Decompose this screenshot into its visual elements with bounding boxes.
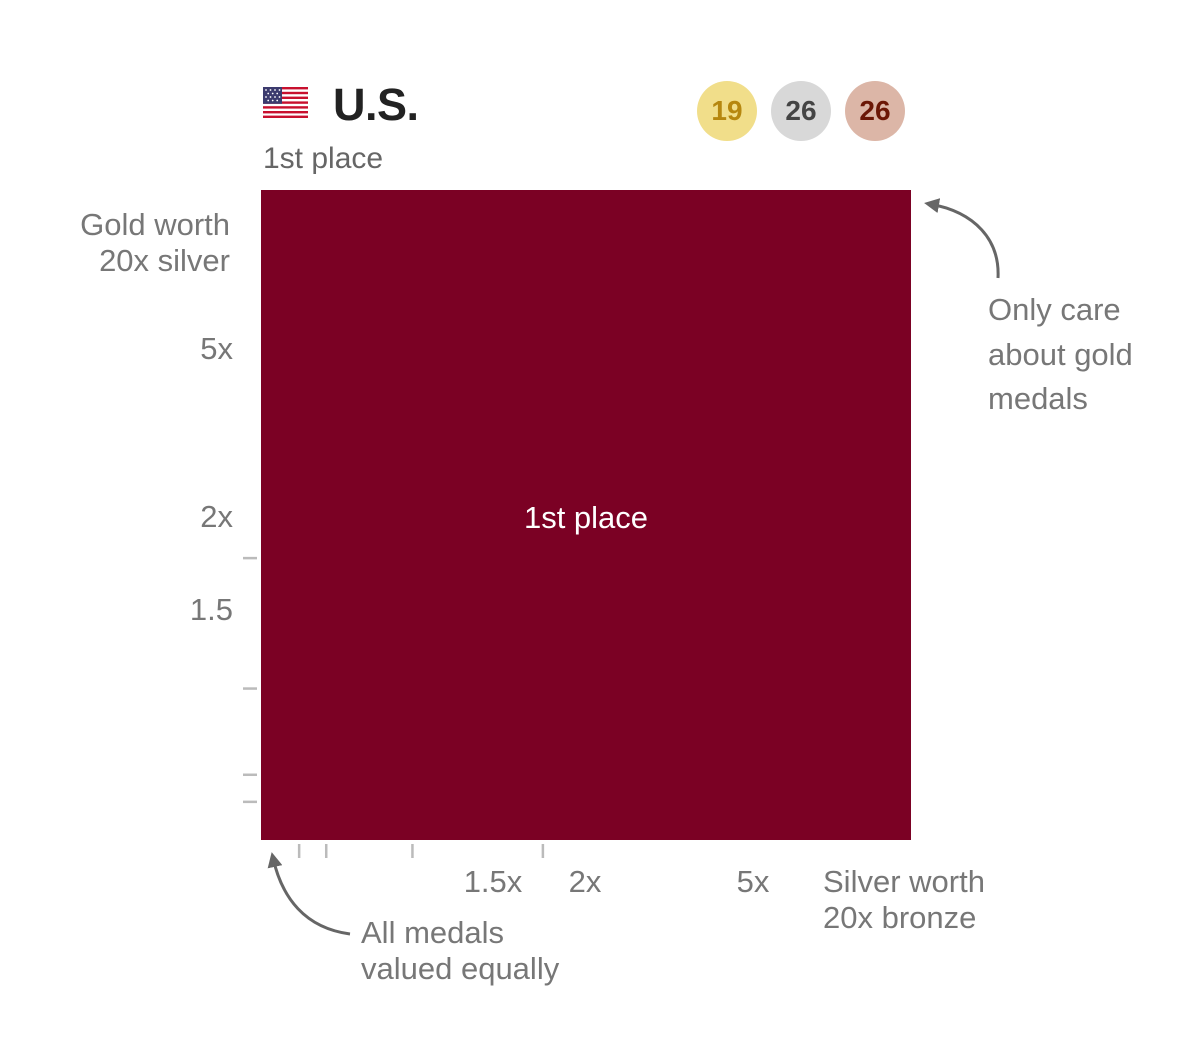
arrow-top-right	[924, 198, 1000, 279]
y-tick-label-2x: 2x	[200, 499, 233, 534]
x-tick-label-1-5x: 1.5x	[463, 864, 523, 899]
bronze-medal-count: 26	[845, 81, 905, 141]
arrow-bottom-left	[267, 852, 351, 936]
flag-stripes	[263, 87, 308, 118]
country-name: U.S.	[333, 79, 419, 130]
y-tick-label-5x: 5x	[200, 331, 233, 366]
place-subtitle: 1st place	[263, 142, 384, 175]
annotation-bottom-left-line2: valued equally	[361, 951, 560, 986]
ranking-cell-label: 1st place	[523, 500, 649, 535]
gold-medal-count: 19	[697, 81, 757, 141]
annotation-top-right-line3: medals	[988, 381, 1088, 416]
y-end-label-line1: Gold worth	[80, 207, 230, 242]
x-end-label-line1: Silver worth	[823, 864, 985, 899]
us-flag-icon	[263, 87, 308, 118]
x-tick-label-5x: 5x	[736, 864, 770, 899]
annotation-bottom-left-line1: All medals	[361, 915, 504, 950]
x-end-label-line2: 20x bronze	[823, 900, 977, 935]
y-tick-label-1-5: 1.5	[189, 592, 233, 627]
annotation-top-right-line1: Only care	[988, 292, 1121, 327]
y-end-label-line2: 20x silver	[99, 243, 230, 278]
ranking-cell	[261, 190, 911, 840]
silver-medal-count: 26	[771, 81, 831, 141]
x-tick-label-2x: 2x	[568, 864, 602, 899]
annotation-top-right-line2: about gold	[988, 337, 1133, 372]
